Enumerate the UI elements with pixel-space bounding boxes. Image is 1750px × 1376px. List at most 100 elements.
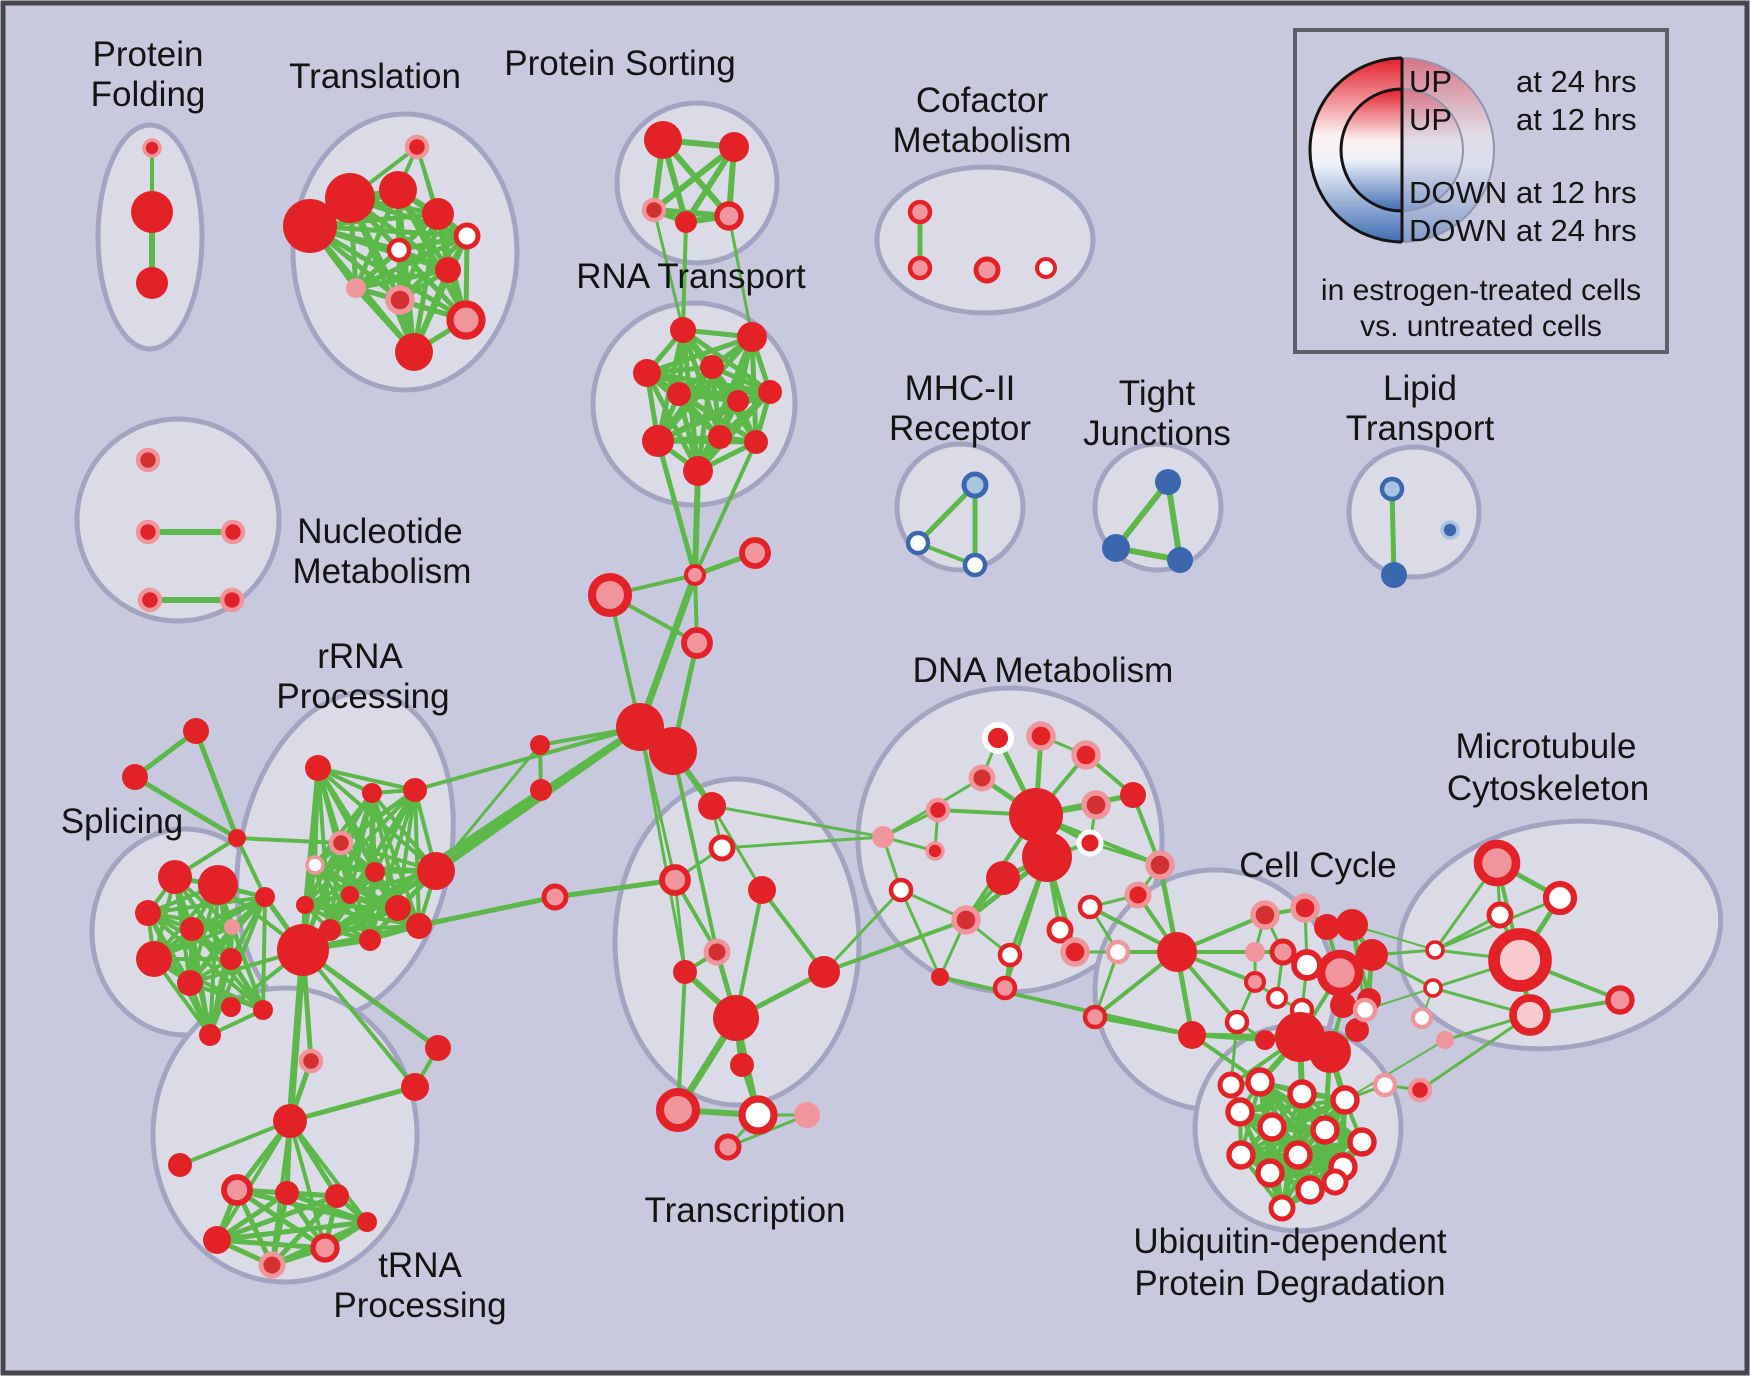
node-lt-1 bbox=[1381, 562, 1407, 588]
node-sp-2 bbox=[198, 865, 238, 905]
legend-direction-2: DOWN bbox=[1409, 175, 1507, 210]
node-tx-11 bbox=[794, 1102, 820, 1128]
node-nm-0 bbox=[135, 447, 161, 473]
node-cc-2 bbox=[1314, 914, 1340, 940]
node-mid-7 bbox=[530, 779, 552, 801]
node-sp-10 bbox=[199, 1024, 221, 1046]
cluster-label-cm-0: Cofactor bbox=[916, 81, 1049, 120]
node-tx-7 bbox=[713, 995, 759, 1041]
edge bbox=[215, 1119, 292, 1242]
node-mh-1 bbox=[905, 530, 931, 556]
node-ub-8 bbox=[1283, 1140, 1313, 1170]
edge bbox=[286, 946, 307, 1125]
cluster-shape-lt bbox=[1346, 444, 1482, 580]
node-rt-5 bbox=[667, 382, 691, 406]
cluster-label-mt-1: Cytoskeleton bbox=[1447, 769, 1649, 808]
edge bbox=[300, 947, 441, 1051]
edge bbox=[710, 804, 885, 839]
legend-caption-0: in estrogen-treated cells bbox=[1321, 274, 1641, 307]
edge bbox=[644, 370, 741, 404]
cluster-shape-tx bbox=[612, 776, 862, 1108]
node-tn-5 bbox=[168, 1153, 192, 1177]
edge bbox=[822, 918, 968, 974]
node-dm-20 bbox=[1145, 850, 1175, 880]
cluster-label-nm-1: Metabolism bbox=[293, 552, 472, 591]
node-cc-12 bbox=[1330, 992, 1356, 1018]
edge bbox=[413, 788, 421, 928]
cluster-label-lt-0: Lipid bbox=[1383, 369, 1457, 408]
node-tn-1 bbox=[221, 997, 241, 1017]
node-rt-0 bbox=[670, 317, 696, 343]
node-mt-5 bbox=[1488, 928, 1552, 992]
node-ub-1 bbox=[1287, 1079, 1317, 1109]
node-ps-4 bbox=[714, 201, 744, 231]
node-dm-7 bbox=[1120, 782, 1146, 808]
node-cc-9 bbox=[1243, 970, 1267, 994]
node-tx-4 bbox=[703, 938, 731, 966]
node-rr-10 bbox=[296, 896, 314, 914]
node-dm-15 bbox=[997, 942, 1023, 968]
node-tr-2 bbox=[379, 171, 417, 209]
node-rr-5 bbox=[365, 862, 385, 882]
legend-direction-0: UP bbox=[1409, 64, 1452, 99]
edge bbox=[235, 836, 343, 845]
node-pf-1 bbox=[131, 191, 173, 233]
legend-time-3: at 24 hrs bbox=[1516, 213, 1637, 248]
node-cc-3 bbox=[1336, 909, 1368, 941]
edge bbox=[1165, 479, 1183, 563]
edge bbox=[692, 468, 701, 578]
node-rt-6 bbox=[727, 390, 749, 412]
cluster-label-dm-0: DNA Metabolism bbox=[913, 651, 1174, 690]
edge bbox=[899, 888, 942, 979]
edge bbox=[695, 389, 773, 474]
legend-time-1: at 12 hrs bbox=[1516, 102, 1637, 137]
node-dm-13 bbox=[951, 905, 981, 935]
edge bbox=[655, 438, 698, 578]
edge bbox=[693, 440, 758, 577]
node-cc-5 bbox=[1269, 938, 1297, 966]
node-nm-2 bbox=[220, 519, 246, 545]
node-tx-2 bbox=[659, 864, 691, 896]
node-mid-0 bbox=[683, 563, 707, 587]
edge bbox=[1389, 486, 1397, 578]
legend-direction-3: DOWN bbox=[1409, 213, 1507, 248]
node-cc-1 bbox=[1290, 893, 1320, 923]
node-sp-9 bbox=[253, 1000, 273, 1020]
node-rr-6 bbox=[341, 886, 359, 904]
legend-caption-1: vs. untreated cells bbox=[1360, 310, 1602, 343]
node-rt-4 bbox=[758, 380, 782, 404]
edge bbox=[301, 948, 417, 1089]
node-rr-4 bbox=[305, 855, 325, 875]
edge bbox=[235, 836, 267, 899]
node-ub-10 bbox=[1255, 1158, 1285, 1188]
node-ub-5 bbox=[1310, 1115, 1340, 1145]
edge bbox=[303, 870, 377, 907]
node-rr-2 bbox=[403, 778, 427, 802]
node-mt-2 bbox=[1473, 839, 1521, 887]
node-tx-3 bbox=[748, 876, 776, 904]
cluster-label-pf-0: Protein bbox=[93, 35, 204, 74]
node-ub-15 bbox=[1407, 1077, 1433, 1103]
node-ub-12 bbox=[1268, 1194, 1296, 1222]
node-ub-14 bbox=[1372, 1072, 1398, 1098]
node-tn-8 bbox=[325, 1184, 349, 1208]
node-rt-8 bbox=[708, 425, 732, 449]
node-rr-9 bbox=[406, 913, 432, 939]
node-tri-0 bbox=[183, 718, 209, 744]
cluster-shape-nm bbox=[74, 416, 282, 624]
edge bbox=[676, 970, 687, 1112]
node-rt-7 bbox=[642, 425, 674, 457]
node-nm-4 bbox=[219, 587, 245, 613]
node-mid-2 bbox=[587, 572, 633, 618]
node-dm-5 bbox=[925, 797, 951, 823]
node-dm-25 bbox=[1157, 932, 1197, 972]
node-sp-5 bbox=[224, 919, 240, 935]
node-rt-9 bbox=[683, 456, 713, 486]
edge bbox=[651, 144, 737, 213]
legend-inner-left-outline bbox=[1339, 87, 1403, 213]
edge bbox=[288, 1119, 369, 1224]
node-tx-6 bbox=[808, 956, 840, 988]
node-cc-18 bbox=[1345, 1018, 1369, 1042]
node-rt-1 bbox=[737, 322, 767, 352]
